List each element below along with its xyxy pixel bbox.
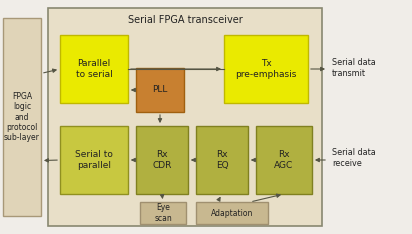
Bar (196, 202, 268, 224)
Bar (48, 8, 322, 226)
Text: FPGA
logic
and
protocol
sub-layer: FPGA logic and protocol sub-layer (4, 92, 40, 142)
Bar (224, 35, 308, 103)
Text: Eye
scan: Eye scan (154, 203, 172, 223)
Text: Tx
pre-emphasis: Tx pre-emphasis (235, 59, 297, 79)
Bar (60, 126, 128, 194)
Text: Parallel
to serial: Parallel to serial (76, 59, 112, 79)
Bar (60, 35, 128, 103)
Bar (140, 202, 186, 224)
Bar (256, 126, 312, 194)
Text: Rx
EQ: Rx EQ (216, 150, 228, 170)
Bar (136, 126, 188, 194)
Text: Serial data
transmit: Serial data transmit (332, 58, 376, 78)
Bar (136, 68, 184, 112)
Text: Serial to
parallel: Serial to parallel (75, 150, 113, 170)
Text: Adaptation: Adaptation (211, 208, 253, 217)
Text: Rx
AGC: Rx AGC (274, 150, 294, 170)
Text: PLL: PLL (152, 85, 168, 95)
Bar (3, 18, 41, 216)
Text: Serial FPGA transceiver: Serial FPGA transceiver (128, 15, 242, 25)
Text: Serial data
receive: Serial data receive (332, 148, 376, 168)
Text: Rx
CDR: Rx CDR (152, 150, 172, 170)
Bar (196, 126, 248, 194)
